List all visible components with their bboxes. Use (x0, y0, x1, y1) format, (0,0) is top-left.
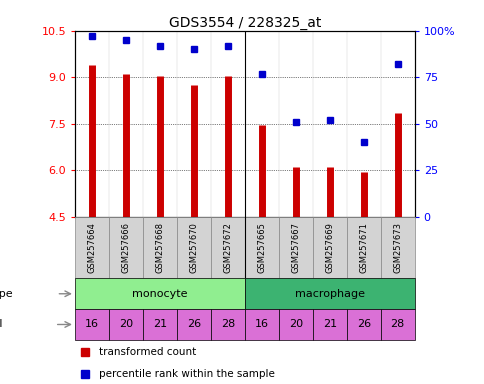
Text: individual: individual (0, 319, 3, 329)
Bar (177, 309, 211, 340)
Text: macrophage: macrophage (294, 289, 364, 299)
Bar (346, 217, 380, 278)
Bar (312, 309, 346, 340)
Text: GSM257671: GSM257671 (359, 222, 367, 273)
Text: 21: 21 (152, 319, 167, 329)
Text: percentile rank within the sample: percentile rank within the sample (99, 369, 274, 379)
Text: 26: 26 (186, 319, 201, 329)
Bar (312, 217, 346, 278)
Bar (143, 217, 177, 278)
Text: 20: 20 (119, 319, 133, 329)
Text: GSM257669: GSM257669 (325, 222, 333, 273)
Text: GSM257667: GSM257667 (291, 222, 300, 273)
Bar (278, 309, 312, 340)
Bar (75, 278, 244, 309)
Bar (244, 217, 278, 278)
Text: GSM257668: GSM257668 (155, 222, 164, 273)
Text: 28: 28 (220, 319, 235, 329)
Bar (244, 278, 414, 309)
Text: GSM257664: GSM257664 (88, 222, 96, 273)
Text: GSM257673: GSM257673 (393, 222, 401, 273)
Text: GSM257665: GSM257665 (257, 222, 266, 273)
Text: cell type: cell type (0, 289, 13, 299)
Bar (211, 309, 244, 340)
Text: GSM257670: GSM257670 (189, 222, 198, 273)
Bar (109, 309, 143, 340)
Title: GDS3554 / 228325_at: GDS3554 / 228325_at (168, 16, 320, 30)
Bar (75, 309, 109, 340)
Text: GSM257672: GSM257672 (223, 222, 232, 273)
Text: 16: 16 (255, 319, 268, 329)
Bar (346, 309, 380, 340)
Text: monocyte: monocyte (132, 289, 187, 299)
Bar (177, 217, 211, 278)
Text: 20: 20 (288, 319, 302, 329)
Bar (211, 217, 244, 278)
Text: GSM257666: GSM257666 (121, 222, 130, 273)
Text: 21: 21 (322, 319, 336, 329)
Text: 16: 16 (85, 319, 99, 329)
Bar (278, 217, 312, 278)
Bar (244, 309, 278, 340)
Bar (143, 309, 177, 340)
Text: 26: 26 (356, 319, 370, 329)
Bar (109, 217, 143, 278)
Text: 28: 28 (390, 319, 404, 329)
Text: transformed count: transformed count (99, 347, 196, 357)
Bar (380, 217, 414, 278)
Bar (75, 217, 109, 278)
Bar (380, 309, 414, 340)
